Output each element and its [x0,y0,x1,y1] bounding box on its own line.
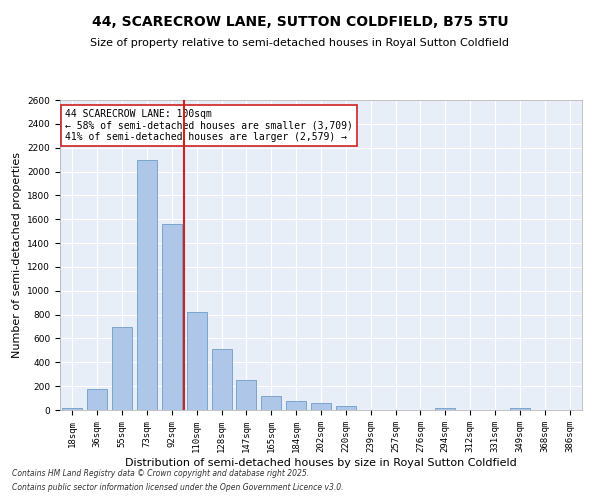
Text: Contains public sector information licensed under the Open Government Licence v3: Contains public sector information licen… [12,484,343,492]
Bar [510,408,530,410]
Bar [137,160,157,410]
Bar [236,380,256,410]
Bar [62,408,82,410]
Text: 44, SCARECROW LANE, SUTTON COLDFIELD, B75 5TU: 44, SCARECROW LANE, SUTTON COLDFIELD, B7… [92,15,508,29]
Bar [162,224,182,410]
Bar [436,408,455,410]
Bar [187,312,206,410]
Text: Contains HM Land Registry data © Crown copyright and database right 2025.: Contains HM Land Registry data © Crown c… [12,468,309,477]
Y-axis label: Number of semi-detached properties: Number of semi-detached properties [12,152,22,358]
Bar [262,396,281,410]
Text: Size of property relative to semi-detached houses in Royal Sutton Coldfield: Size of property relative to semi-detach… [91,38,509,48]
Bar [88,389,107,410]
Bar [212,349,232,410]
Bar [336,406,356,410]
X-axis label: Distribution of semi-detached houses by size in Royal Sutton Coldfield: Distribution of semi-detached houses by … [125,458,517,468]
Bar [112,326,132,410]
Bar [286,401,306,410]
Bar [311,403,331,410]
Text: 44 SCARECROW LANE: 100sqm
← 58% of semi-detached houses are smaller (3,709)
41% : 44 SCARECROW LANE: 100sqm ← 58% of semi-… [65,110,353,142]
